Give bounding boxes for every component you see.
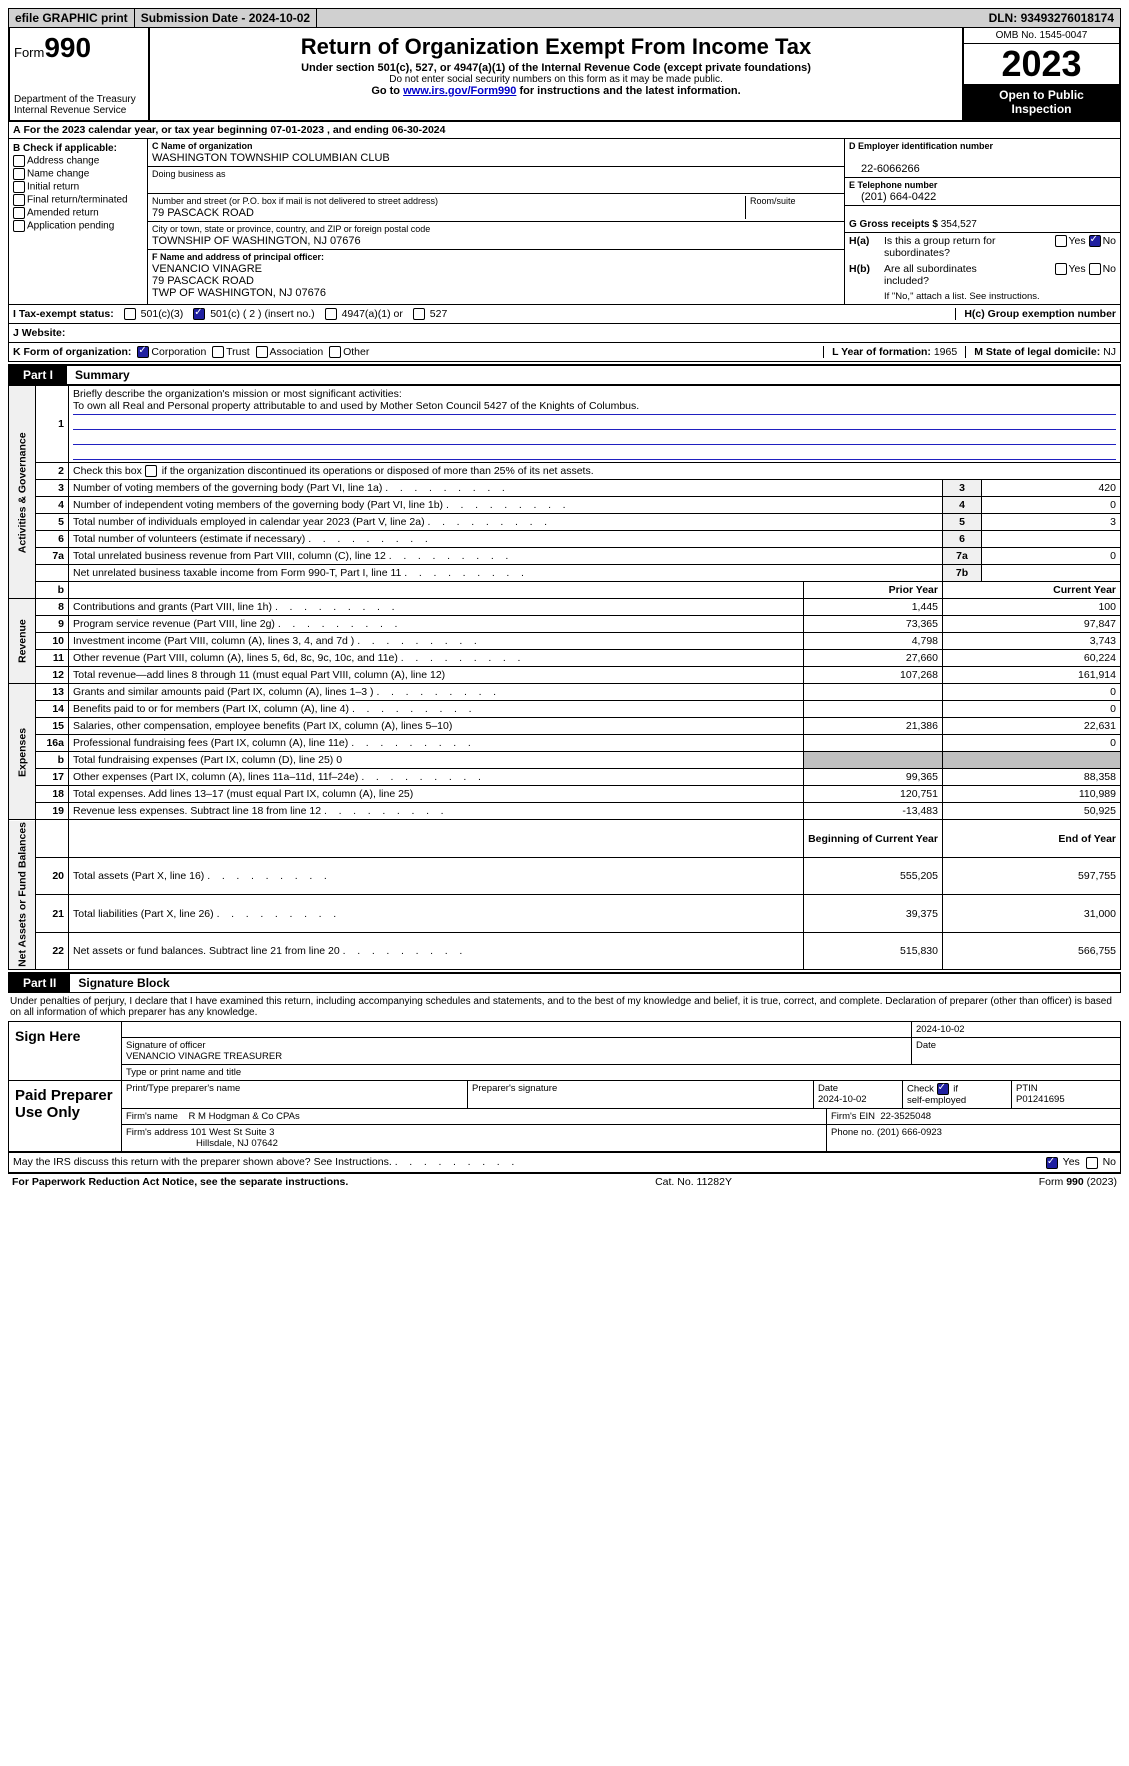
submission-date: Submission Date - 2024-10-02 — [135, 9, 317, 27]
efile-label: efile GRAPHIC print — [9, 9, 135, 27]
form-title: Return of Organization Exempt From Incom… — [158, 34, 954, 60]
part1-header: Part I Summary — [8, 364, 1121, 385]
tax-year: 2023 — [964, 44, 1119, 84]
signature-block: Sign Here 2024-10-02 Signature of office… — [8, 1022, 1121, 1172]
entity-block: B Check if applicable: Address change Na… — [8, 139, 1121, 305]
mission-text: To own all Real and Personal property at… — [73, 400, 1116, 415]
irs-link[interactable]: www.irs.gov/Form990 — [403, 85, 516, 97]
ein: 22-6066266 — [861, 163, 920, 175]
top-bar: efile GRAPHIC print Submission Date - 20… — [8, 8, 1121, 28]
header-right: OMB No. 1545-0047 2023 Open to Public In… — [962, 28, 1119, 120]
page-footer: For Paperwork Reduction Act Notice, see … — [8, 1173, 1121, 1190]
col-b-checkboxes: B Check if applicable: Address change Na… — [9, 139, 148, 304]
website-label: J Website: — [13, 327, 65, 339]
header-left: Form990 Department of the Treasury Inter… — [10, 28, 150, 120]
part2-header: Part II Signature Block — [8, 972, 1121, 993]
summary-table: Activities & Governance 1 Briefly descri… — [8, 385, 1121, 970]
form-header: Form990 Department of the Treasury Inter… — [8, 28, 1121, 122]
section-a-tax-year: A For the 2023 calendar year, or tax yea… — [8, 122, 1121, 139]
header-mid: Return of Organization Exempt From Incom… — [150, 28, 962, 120]
penalties-text: Under penalties of perjury, I declare th… — [8, 993, 1121, 1022]
tax-status-label: I Tax-exempt status: — [13, 308, 114, 320]
dln: DLN: 93493276018174 — [983, 9, 1120, 27]
org-name: WASHINGTON TOWNSHIP COLUMBIAN CLUB — [152, 152, 390, 164]
